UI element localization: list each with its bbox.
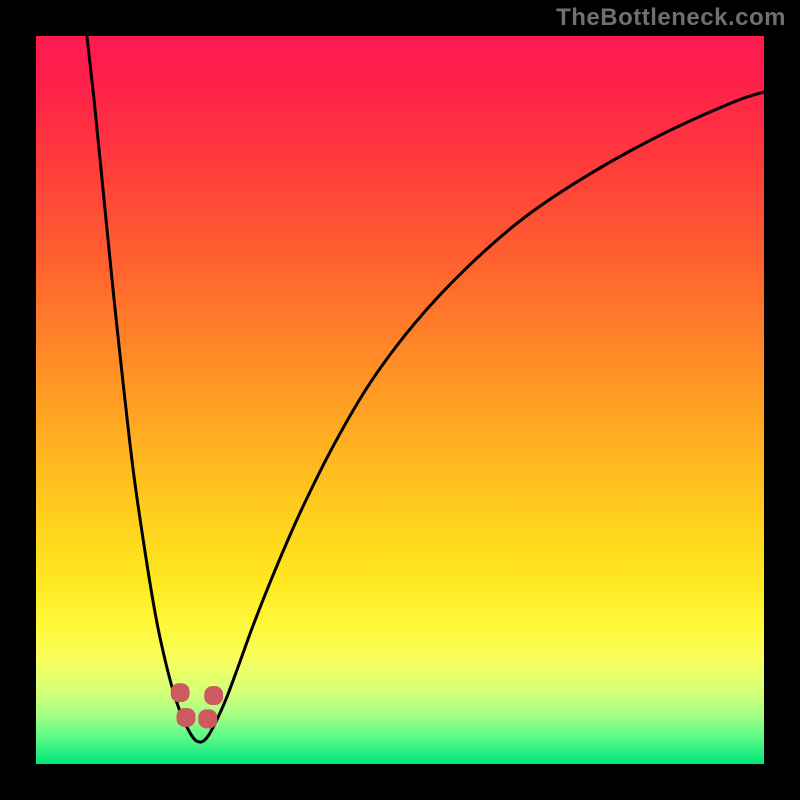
bottom-mark	[198, 709, 217, 728]
bottom-mark	[171, 683, 190, 702]
heat-gradient	[36, 36, 764, 764]
bottom-mark	[177, 708, 196, 727]
bottom-mark	[204, 686, 223, 705]
attribution-text: TheBottleneck.com	[556, 4, 786, 32]
bottleneck-chart	[0, 0, 800, 800]
